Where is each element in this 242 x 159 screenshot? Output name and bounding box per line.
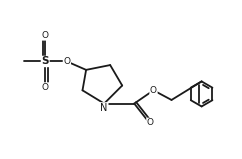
Text: O: O <box>147 118 154 127</box>
Text: O: O <box>42 31 49 40</box>
Text: O: O <box>63 57 70 66</box>
Text: O: O <box>42 83 49 92</box>
Text: O: O <box>150 86 157 95</box>
Text: N: N <box>100 103 108 113</box>
Text: S: S <box>41 56 49 66</box>
